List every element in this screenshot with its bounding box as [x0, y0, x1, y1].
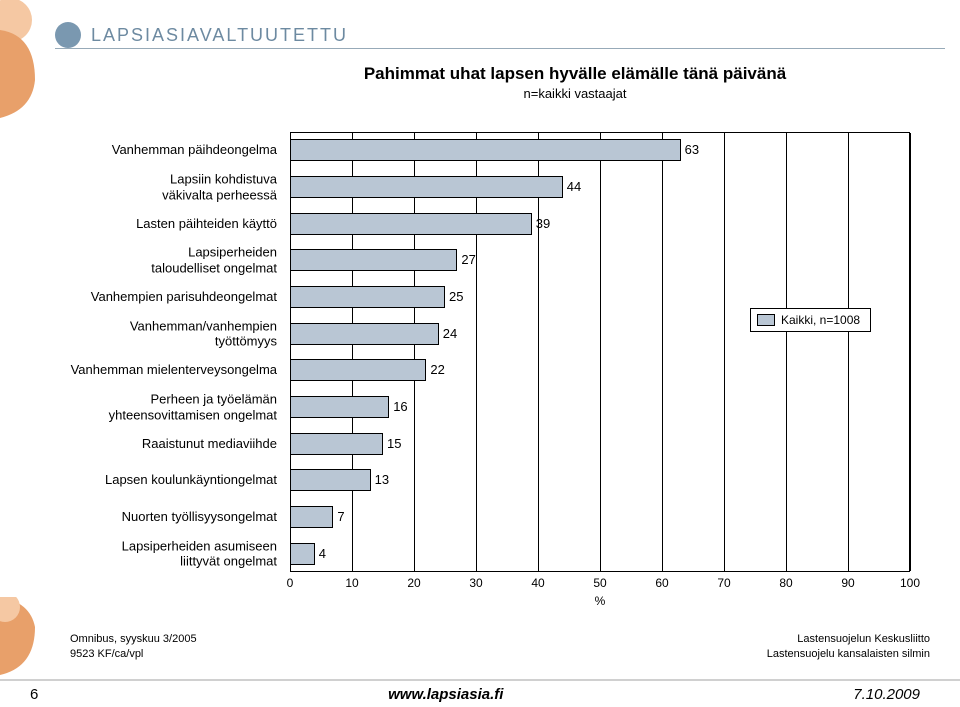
bar-label: Vanhemman/vanhempien työttömyys	[70, 318, 285, 349]
bar-value: 39	[534, 213, 550, 235]
bar-rect	[290, 213, 532, 235]
x-tick-label: 50	[593, 576, 606, 590]
sidebar-decoration	[0, 0, 55, 707]
bar-row: Lapsiperheidentaloudelliset ongelmat 27	[70, 245, 940, 275]
header: LAPSIASIAVALTUUTETTU	[55, 10, 575, 60]
x-tick-label: 90	[841, 576, 854, 590]
bar-label: Vanhemman mielenterveysongelma	[70, 363, 285, 379]
bar-rect	[290, 323, 439, 345]
footer-url: www.lapsiasia.fi	[388, 686, 503, 703]
source-left-line2: 9523 KF/ca/vpl	[70, 647, 197, 661]
x-tick-label: 0	[287, 576, 294, 590]
bar-value: 27	[459, 249, 475, 271]
bar-label: Lapsiin kohdistuvaväkivalta perheessä	[70, 171, 285, 202]
x-tick-label: 60	[655, 576, 668, 590]
bar-rect	[290, 176, 563, 198]
x-tick-label: 40	[531, 576, 544, 590]
footer: 6 www.lapsiasia.fi 7.10.2009	[0, 679, 960, 707]
x-tick-label: 10	[345, 576, 358, 590]
chart-subtitle: n=kaikki vastaajat	[210, 86, 940, 101]
bar-label: Lapsiperheidentaloudelliset ongelmat	[70, 245, 285, 276]
source-right: Lastensuojelun Keskusliitto Lastensuojel…	[767, 632, 930, 661]
bar-value: 22	[428, 359, 444, 381]
org-name: LAPSIASIAVALTUUTETTU	[91, 25, 348, 46]
x-tick-label: 70	[717, 576, 730, 590]
x-tick-label: 80	[779, 576, 792, 590]
legend-label: Kaikki, n=1008	[781, 313, 860, 327]
page-number: 6	[30, 686, 38, 703]
figure-illustration-top	[0, 0, 55, 120]
bar-value: 44	[565, 176, 581, 198]
source-left-line1: Omnibus, syyskuu 3/2005	[70, 632, 197, 646]
bar-value: 4	[317, 543, 326, 565]
figure-illustration-bottom	[0, 597, 55, 677]
bar-value: 13	[373, 469, 389, 491]
bar-row: Vanhemman päihdeongelma 63	[70, 135, 940, 165]
bar-rect	[290, 249, 457, 271]
bar-value: 25	[447, 286, 463, 308]
bar-label: Perheen ja työelämänyhteensovittamisen o…	[70, 391, 285, 422]
bar-row: Raaistunut mediaviihde 15	[70, 429, 940, 459]
legend-swatch	[757, 314, 775, 326]
bar-rect	[290, 396, 389, 418]
bar-value: 24	[441, 323, 457, 345]
bar-rect	[290, 359, 426, 381]
bar-label: Lapsiperheiden asumiseenliittyvät ongelm…	[70, 538, 285, 569]
source-right-line1: Lastensuojelun Keskusliitto	[767, 632, 930, 646]
chart-area: Pahimmat uhat lapsen hyvälle elämälle tä…	[70, 56, 940, 651]
bar-value: 16	[391, 396, 407, 418]
bar-rect	[290, 506, 333, 528]
chart-plot: 0102030405060708090100 % Vanhemman päihd…	[70, 132, 940, 602]
chart-title: Pahimmat uhat lapsen hyvälle elämälle tä…	[210, 64, 940, 84]
source-left: Omnibus, syyskuu 3/2005 9523 KF/ca/vpl	[70, 632, 197, 661]
bar-label: Raaistunut mediaviihde	[70, 436, 285, 452]
x-axis-label: %	[290, 594, 910, 608]
bar-rect	[290, 433, 383, 455]
bar-rect	[290, 139, 681, 161]
bar-rect	[290, 543, 315, 565]
bar-label: Vanhemman päihdeongelma	[70, 143, 285, 159]
x-ticks: 0102030405060708090100	[290, 576, 910, 596]
header-underline	[55, 48, 945, 49]
bar-rect	[290, 469, 371, 491]
legend: Kaikki, n=1008	[750, 308, 871, 332]
bar-row: Vanhemman mielenterveysongelma 22	[70, 355, 940, 385]
bar-row: Lapsiperheiden asumiseenliittyvät ongelm…	[70, 539, 940, 569]
bar-row: Lapsen koulunkäyntiongelmat 13	[70, 465, 940, 495]
source-right-line2: Lastensuojelu kansalaisten silmin	[767, 647, 930, 661]
footer-date: 7.10.2009	[853, 686, 920, 703]
bar-label: Nuorten työllisyysongelmat	[70, 509, 285, 525]
bar-rect	[290, 286, 445, 308]
bar-row: Lapsiin kohdistuvaväkivalta perheessä 44	[70, 172, 940, 202]
bar-row: Nuorten työllisyysongelmat 7	[70, 502, 940, 532]
logo-icon	[55, 22, 81, 48]
x-tick-label: 20	[407, 576, 420, 590]
bar-row: Lasten päihteiden käyttö 39	[70, 209, 940, 239]
bar-value: 63	[683, 139, 699, 161]
bar-label: Lapsen koulunkäyntiongelmat	[70, 473, 285, 489]
bar-row: Perheen ja työelämänyhteensovittamisen o…	[70, 392, 940, 422]
x-tick-label: 30	[469, 576, 482, 590]
bar-label: Lasten päihteiden käyttö	[70, 216, 285, 232]
bar-value: 7	[335, 506, 344, 528]
x-tick-label: 100	[900, 576, 920, 590]
bar-label: Vanhempien parisuhdeongelmat	[70, 289, 285, 305]
bar-value: 15	[385, 433, 401, 455]
